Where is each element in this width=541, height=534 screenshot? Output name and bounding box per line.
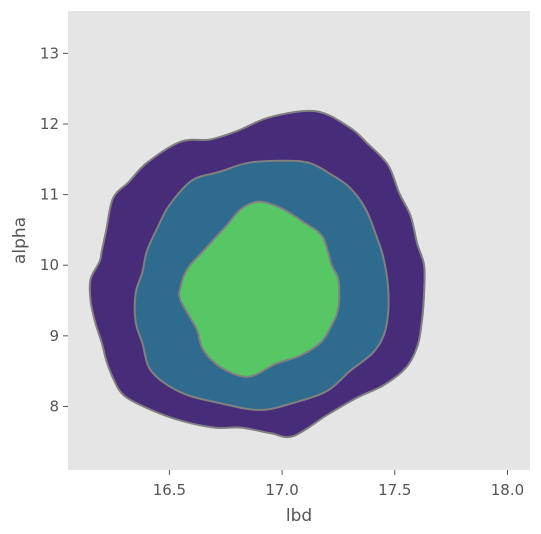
x-tick-label: 17.5 xyxy=(378,481,411,499)
x-axis: 16.5 17.0 17.5 18.0 xyxy=(153,470,524,499)
x-tick-label: 18.0 xyxy=(491,481,524,499)
y-axis-label: alpha xyxy=(10,217,30,264)
y-tick-label: 13 xyxy=(40,44,59,62)
contour-level-inner xyxy=(178,200,341,378)
x-axis-label: lbd xyxy=(286,506,312,526)
y-tick-label: 8 xyxy=(49,397,59,415)
y-axis: 8 9 10 11 12 13 xyxy=(40,44,68,415)
x-tick-label: 17.0 xyxy=(265,481,298,499)
y-tick-label: 9 xyxy=(49,327,59,345)
contour-levels xyxy=(88,109,426,439)
y-tick-label: 10 xyxy=(40,256,59,274)
y-tick-label: 12 xyxy=(40,115,59,133)
x-tick-label: 16.5 xyxy=(153,481,186,499)
y-tick-label: 11 xyxy=(40,186,59,204)
